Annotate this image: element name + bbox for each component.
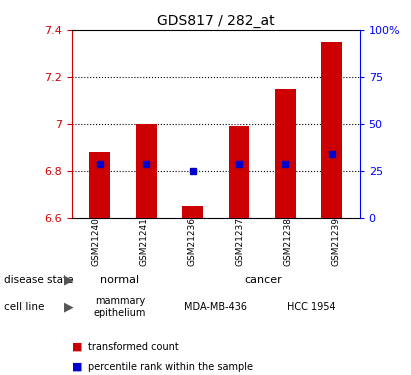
Text: mammary
epithelium: mammary epithelium bbox=[94, 296, 146, 318]
Text: MDA-MB-436: MDA-MB-436 bbox=[184, 302, 247, 312]
Bar bbox=[321, 42, 342, 218]
Text: GSM21239: GSM21239 bbox=[331, 217, 340, 266]
Text: ▶: ▶ bbox=[64, 300, 73, 313]
Bar bbox=[89, 152, 110, 217]
Title: GDS817 / 282_at: GDS817 / 282_at bbox=[157, 13, 275, 28]
Text: cell line: cell line bbox=[4, 302, 44, 312]
Bar bbox=[182, 206, 203, 218]
Bar bbox=[275, 88, 296, 218]
Text: GSM21240: GSM21240 bbox=[91, 217, 100, 266]
Text: GSM21241: GSM21241 bbox=[139, 217, 148, 266]
Bar bbox=[229, 126, 249, 218]
Text: ▶: ▶ bbox=[64, 273, 73, 286]
Text: ■: ■ bbox=[72, 362, 83, 372]
Text: normal: normal bbox=[100, 275, 139, 285]
Text: GSM21238: GSM21238 bbox=[283, 217, 292, 266]
Text: percentile rank within the sample: percentile rank within the sample bbox=[88, 362, 253, 372]
Text: disease state: disease state bbox=[4, 275, 74, 285]
Text: transformed count: transformed count bbox=[88, 342, 179, 351]
Text: ■: ■ bbox=[72, 342, 83, 351]
Text: GSM21237: GSM21237 bbox=[235, 217, 244, 266]
Text: cancer: cancer bbox=[245, 275, 283, 285]
Text: GSM21236: GSM21236 bbox=[187, 217, 196, 266]
Text: HCC 1954: HCC 1954 bbox=[287, 302, 336, 312]
Bar bbox=[136, 124, 157, 218]
